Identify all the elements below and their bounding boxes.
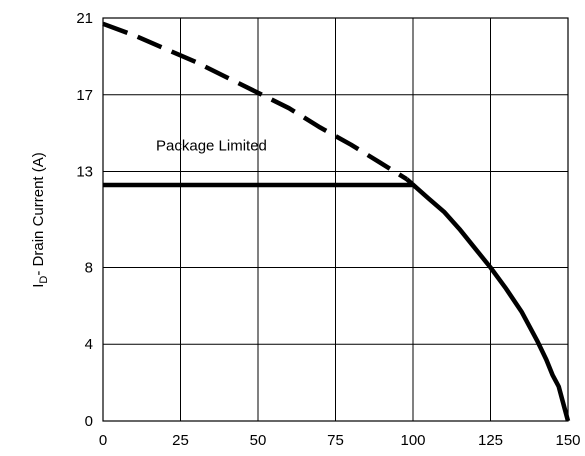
x-tick-label: 125 [478, 432, 503, 449]
y-axis-title-subscript: D [38, 276, 50, 284]
plot-frame [102, 17, 569, 422]
x-tick-labels: 0 25 50 75 100 125 150 [99, 432, 581, 449]
x-tick-label: 150 [555, 432, 580, 449]
x-tick-label: 100 [400, 432, 425, 449]
y-tick-label: 17 [76, 87, 93, 104]
y-axis-title-suffix: - Drain Current (A) [30, 152, 47, 275]
series-group [102, 21, 571, 422]
y-axis-title: ID- Drain Current (A) [30, 152, 50, 287]
grid-lines [103, 18, 568, 421]
x-tick-label: 0 [99, 432, 107, 449]
y-tick-label: 8 [85, 259, 93, 276]
annotation-label: Package Limited [156, 137, 267, 154]
x-tick-label: 50 [250, 432, 267, 449]
y-tick-label: 21 [76, 10, 93, 27]
y-tick-label: 4 [85, 336, 93, 353]
series-line-solid [405, 177, 571, 422]
x-tick-label: 75 [327, 432, 344, 449]
y-tick-label: 13 [76, 164, 93, 181]
series-line-dashed [102, 21, 408, 182]
x-tick-label: 25 [172, 432, 189, 449]
annotations: Package Limited [156, 137, 267, 154]
y-tick-labels: 0 4 8 13 17 21 [76, 10, 93, 430]
y-tick-label: 0 [85, 413, 93, 430]
